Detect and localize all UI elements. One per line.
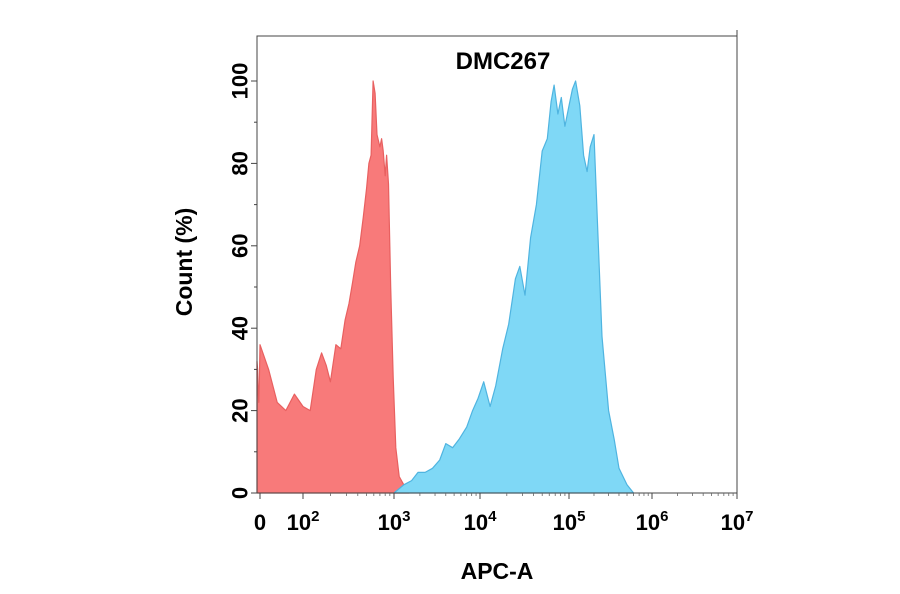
x-tick-label: 104 bbox=[464, 508, 497, 535]
y-tick-label: 60 bbox=[228, 234, 253, 258]
histogram-series-2 bbox=[393, 80, 635, 494]
y-tick-label: 20 bbox=[228, 398, 253, 422]
x-tick-label: 106 bbox=[636, 508, 669, 535]
y-tick-label: 100 bbox=[228, 63, 253, 100]
x-axis-label: APC-A bbox=[461, 558, 534, 584]
y-axis: 0 20 40 60 80 100 bbox=[228, 63, 257, 499]
x-tick-label: 102 bbox=[287, 508, 320, 535]
x-tick-label: 107 bbox=[721, 508, 754, 535]
x-tick-label: 105 bbox=[553, 508, 586, 535]
y-tick-label: 40 bbox=[228, 316, 253, 340]
y-axis-label: Count (%) bbox=[171, 208, 197, 317]
histogram-series-1 bbox=[256, 80, 410, 494]
y-tick-label: 80 bbox=[228, 151, 253, 175]
y-tick-label: 0 bbox=[228, 487, 253, 499]
plot-frame bbox=[256, 35, 738, 494]
chart-title: DMC267 bbox=[456, 48, 551, 75]
x-tick-label: 103 bbox=[378, 508, 411, 535]
x-tick-label: 0 bbox=[254, 510, 266, 535]
series-layer bbox=[256, 80, 635, 494]
x-axis: 0 102 103 104 105 106 107 bbox=[254, 493, 754, 535]
